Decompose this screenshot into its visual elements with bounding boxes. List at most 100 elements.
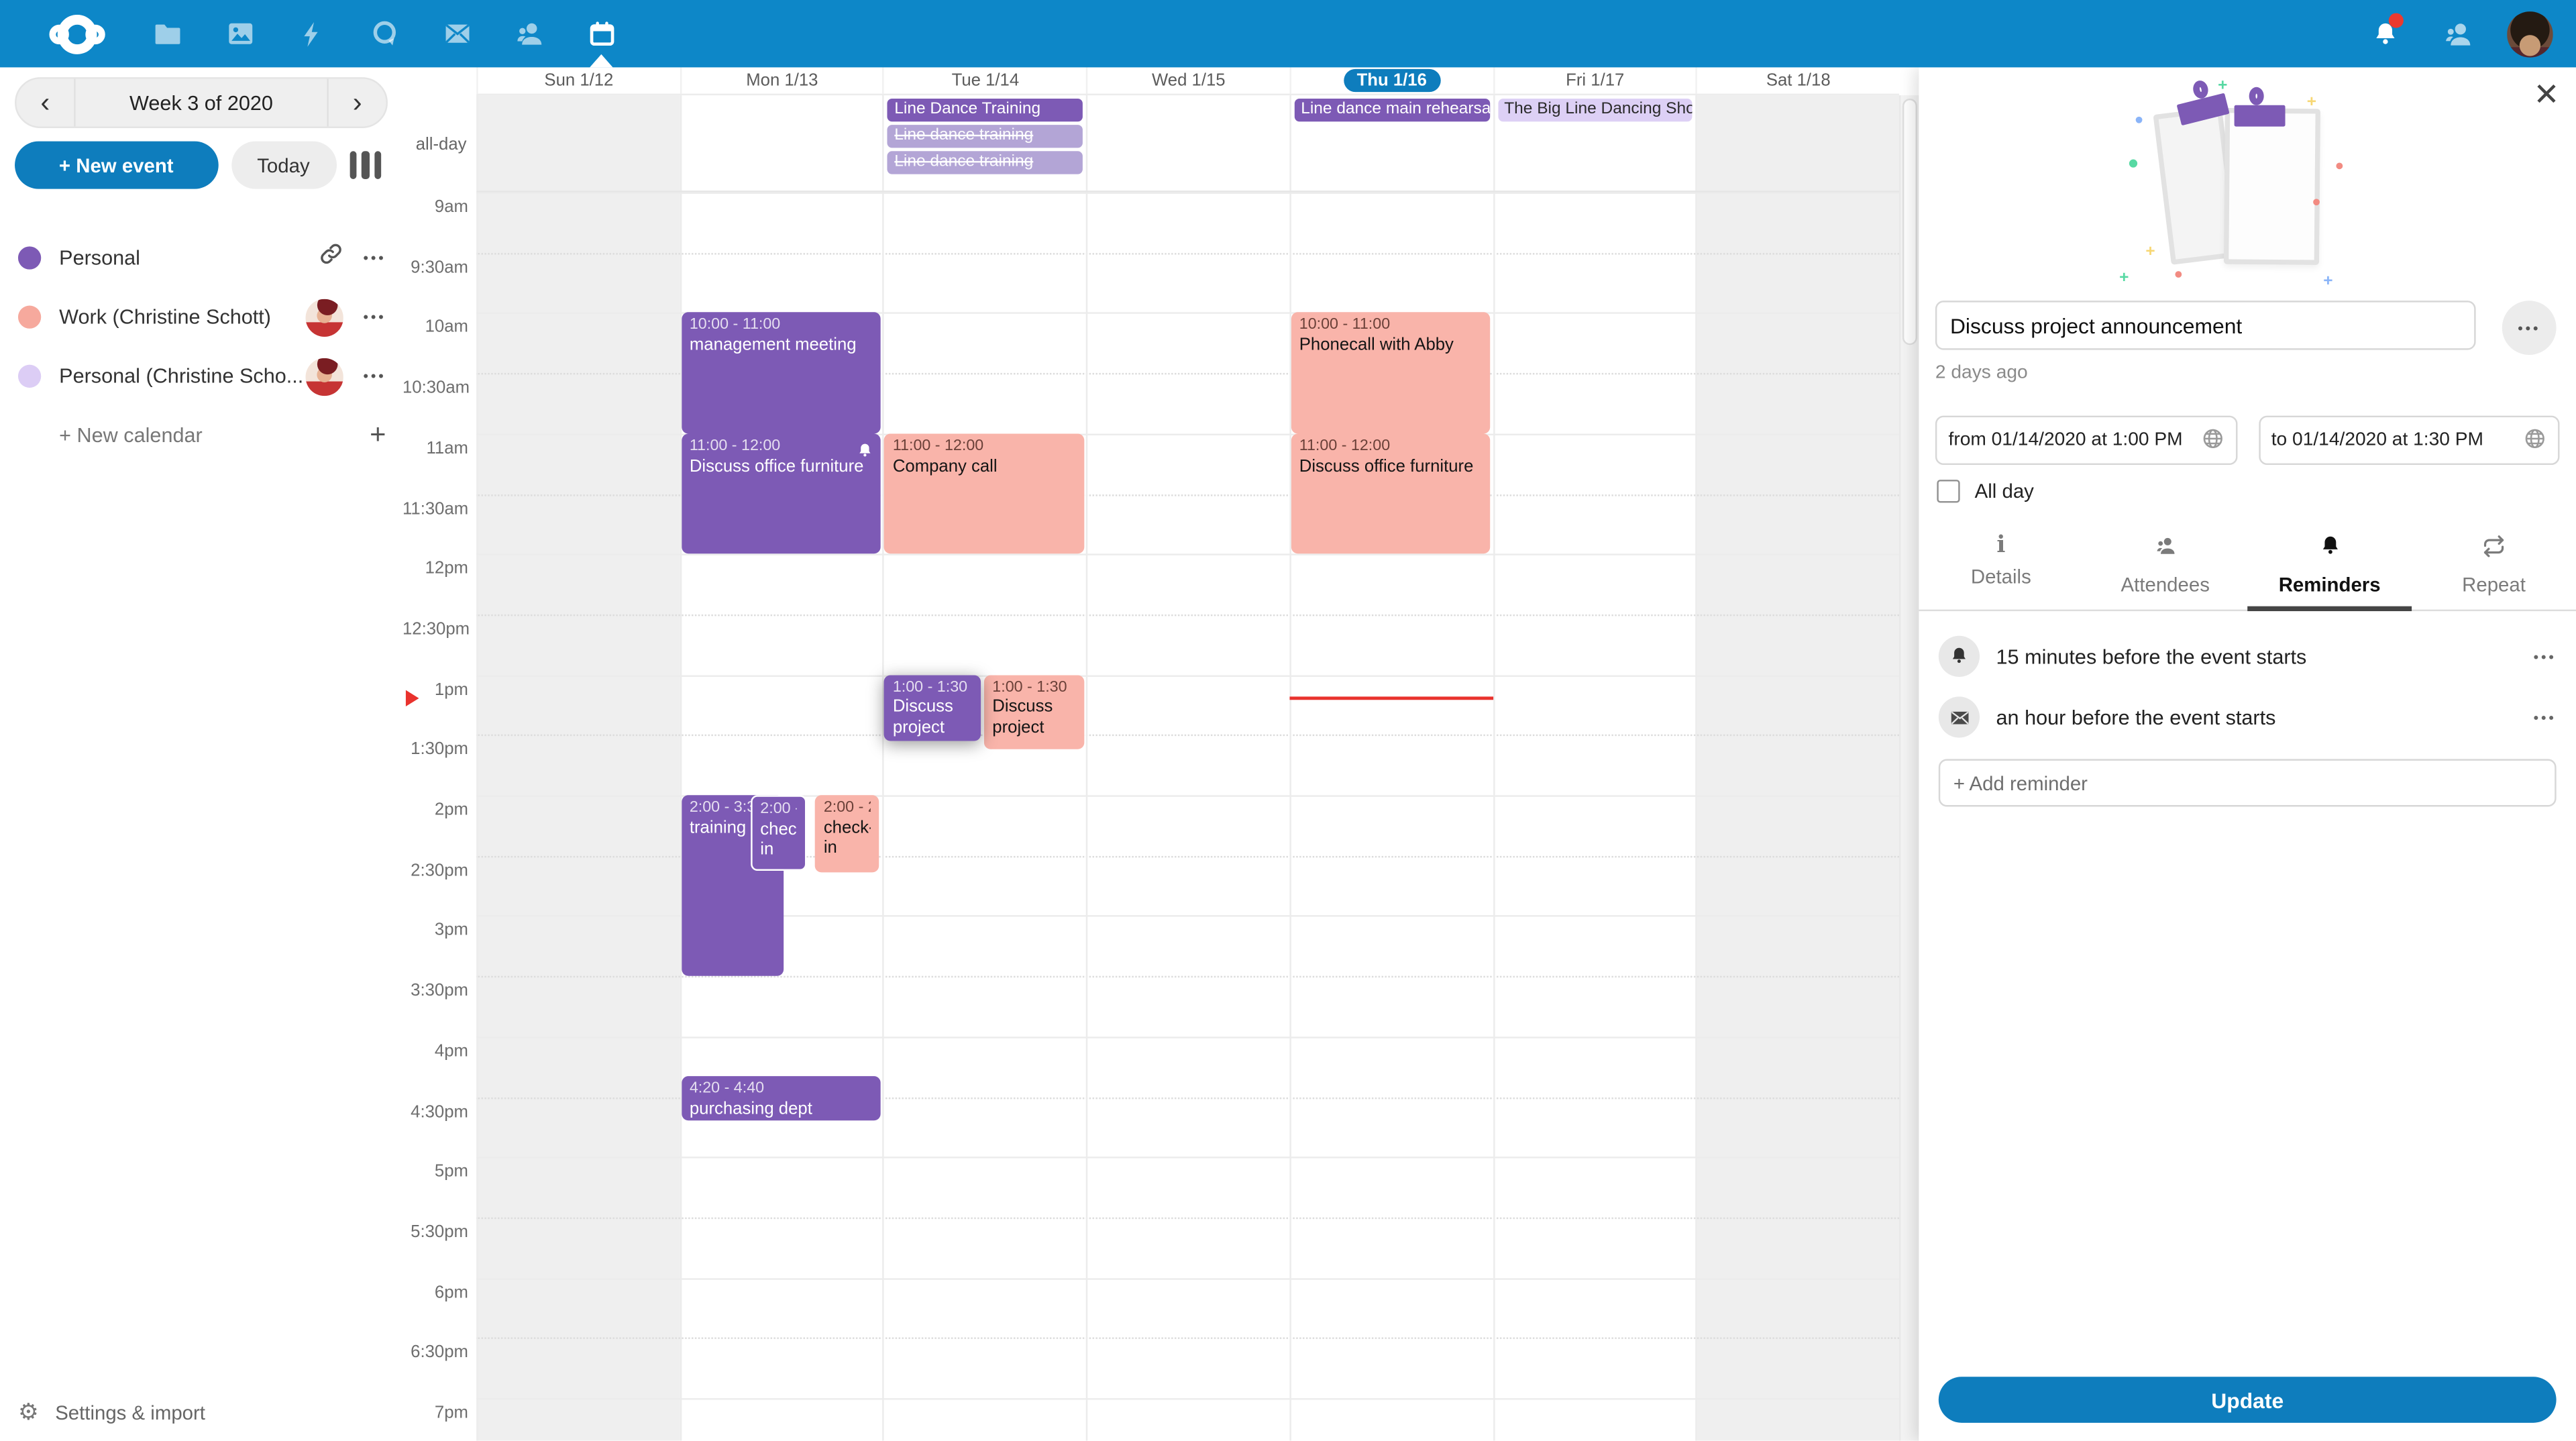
calendar-event[interactable]: 11:00 - 12:00 Discuss office furniture <box>681 433 881 554</box>
calendar-more-icon[interactable]: ••• <box>363 250 386 266</box>
add-reminder-button[interactable]: + Add reminder <box>1938 759 2557 807</box>
share-link-icon[interactable] <box>319 242 343 274</box>
event-title-input[interactable] <box>1935 301 2476 350</box>
calendar-app-icon[interactable] <box>565 0 637 68</box>
grid-line <box>476 855 1900 857</box>
timezone-globe-icon[interactable] <box>2200 427 2223 455</box>
bell-icon <box>2317 534 2342 567</box>
close-icon[interactable]: ✕ <box>2533 78 2560 113</box>
all-day-cell[interactable]: The Big Line Dancing Show <box>1493 95 1696 191</box>
tab-repeat[interactable]: Repeat <box>2412 524 2576 609</box>
reminder-list: 15 minutes before the event starts ••• a… <box>1919 626 2576 747</box>
time-label: 2pm <box>434 800 468 820</box>
reminder-more-icon[interactable]: ••• <box>2533 708 2557 726</box>
calendar-event[interactable]: 11:00 - 12:00 Discuss office furniture <box>1291 433 1491 554</box>
photos-app-icon[interactable] <box>204 0 276 67</box>
grid-line <box>476 735 1900 737</box>
time-label: 10am <box>425 317 468 337</box>
calendar-event[interactable]: 10:00 - 11:00 Phonecall with Abby <box>1291 313 1491 433</box>
all-day-event[interactable]: The Big Line Dancing Show <box>1497 98 1693 122</box>
grid-line <box>476 252 1900 254</box>
reminder-more-icon[interactable]: ••• <box>2533 648 2557 665</box>
all-day-event[interactable]: Line dance training <box>888 125 1083 148</box>
day-header-tue[interactable]: Tue 1/14 <box>883 67 1086 94</box>
day-header-thu[interactable]: Thu 1/16 <box>1289 67 1493 94</box>
column-separator <box>1289 192 1291 1441</box>
settings-import-button[interactable]: ⚙ Settings & import <box>18 1400 205 1426</box>
event-editor-panel: ✕ + + + + + ••• 2 days ago from 01/14/20… <box>1919 67 2576 1441</box>
all-day-checkbox[interactable] <box>1937 480 1960 503</box>
calendar-item-work-christine[interactable]: Work (Christine Schott) ••• <box>0 288 402 347</box>
day-header-row: Sun 1/12 Mon 1/13 Tue 1/14 Wed 1/15 Thu 1/16… <box>476 67 1900 96</box>
tab-reminders[interactable]: Reminders <box>2247 524 2412 612</box>
calendar-item-personal[interactable]: Personal ••• <box>0 228 402 287</box>
event-end-input[interactable]: to 01/14/2020 at 1:30 PM <box>2258 415 2560 466</box>
calendar-event[interactable]: 1:00 - 1:30 Discuss project <box>984 674 1084 749</box>
all-day-cell[interactable] <box>1696 95 1900 191</box>
today-button[interactable]: Today <box>231 141 336 189</box>
all-day-cell[interactable]: Line dance main rehearsal <box>1289 95 1493 191</box>
all-day-cell[interactable] <box>1086 95 1289 191</box>
mail-app-icon[interactable] <box>421 0 493 67</box>
repeat-icon <box>2481 534 2507 567</box>
scrollbar-thumb[interactable] <box>1902 98 1917 345</box>
user-avatar[interactable] <box>2497 0 2563 67</box>
previous-week-button[interactable]: ‹ <box>16 78 76 127</box>
talk-app-icon[interactable] <box>348 0 421 67</box>
all-day-cell[interactable]: Line Dance Training Line dance training Li… <box>883 95 1086 191</box>
contacts-menu-icon[interactable] <box>2425 0 2491 67</box>
time-label: 3pm <box>434 920 468 941</box>
all-day-cell[interactable] <box>680 95 883 191</box>
info-icon: i <box>1996 532 2006 559</box>
event-start-input[interactable]: from 01/14/2020 at 1:00 PM <box>1935 415 2237 466</box>
day-header-fri[interactable]: Fri 1/17 <box>1493 67 1696 94</box>
grid-line <box>476 192 1900 194</box>
plus-icon: + <box>370 419 386 451</box>
column-separator <box>883 192 885 1441</box>
all-day-event[interactable]: Line dance main rehearsal <box>1294 98 1490 122</box>
contacts-app-icon[interactable] <box>493 0 566 67</box>
sidebar-buttons: + New event Today <box>15 141 388 189</box>
day-header-wed[interactable]: Wed 1/15 <box>1086 67 1289 94</box>
all-day-cell[interactable] <box>476 95 680 191</box>
calendar-more-icon[interactable]: ••• <box>363 368 386 385</box>
grid-line <box>476 614 1900 617</box>
time-grid[interactable]: 9am 9:30am 10am 10:30am 11am 11:30am 12pm 12:30… <box>402 192 1900 1441</box>
tab-attendees[interactable]: Attendees <box>2083 524 2247 609</box>
new-event-button[interactable]: + New event <box>15 141 218 189</box>
weekend-column-background <box>476 192 680 1441</box>
calendar-scrollbar[interactable] <box>1899 95 1919 1441</box>
grid-line <box>476 1036 1900 1038</box>
calendar-event[interactable]: 2:00 - 2:30check-in <box>750 795 808 871</box>
calendar-event[interactable]: 2:00 - 2:30check-in <box>815 795 879 873</box>
update-button[interactable]: Update <box>1938 1377 2557 1423</box>
calendar-color-dot <box>17 246 42 270</box>
timezone-globe-icon[interactable] <box>2524 427 2546 455</box>
calendar-event[interactable]: 10:00 - 11:00 management meeting <box>681 313 881 433</box>
calendar-event[interactable]: 2:00 - 3:30 training <box>681 795 784 976</box>
notifications-bell-icon[interactable] <box>2353 0 2418 67</box>
event-more-button[interactable]: ••• <box>2502 301 2557 355</box>
all-day-event[interactable]: Line dance training <box>888 151 1083 174</box>
calendar-event[interactable]: 11:00 - 12:00 Company call <box>884 433 1084 554</box>
next-week-button[interactable]: › <box>327 78 386 127</box>
calendar-event[interactable]: 4:20 - 4:40 purchasing dept <box>681 1076 881 1121</box>
tab-details[interactable]: i Details <box>1970 532 2031 588</box>
day-header-sat[interactable]: Sat 1/18 <box>1696 67 1899 94</box>
calendar-color-dot <box>17 305 42 329</box>
week-view-toggle-icon[interactable] <box>349 151 382 179</box>
all-day-event[interactable]: Line Dance Training <box>888 98 1083 122</box>
calendar-item-personal-christine[interactable]: Personal (Christine Scho... ••• <box>0 347 402 406</box>
grid-line <box>476 795 1900 797</box>
files-app-icon[interactable] <box>131 0 204 67</box>
day-header-mon[interactable]: Mon 1/13 <box>680 67 883 94</box>
new-calendar-button[interactable]: + New calendar + <box>0 406 402 465</box>
day-header-sun[interactable]: Sun 1/12 <box>476 67 680 94</box>
current-time-line <box>1289 696 1493 700</box>
nextcloud-logo-icon[interactable] <box>23 13 131 54</box>
calendar-more-icon[interactable]: ••• <box>363 309 386 325</box>
calendar-list: Personal ••• Work (Christine Schott) •••… <box>0 228 402 465</box>
activity-app-icon[interactable] <box>276 0 348 67</box>
column-separator <box>680 192 682 1441</box>
